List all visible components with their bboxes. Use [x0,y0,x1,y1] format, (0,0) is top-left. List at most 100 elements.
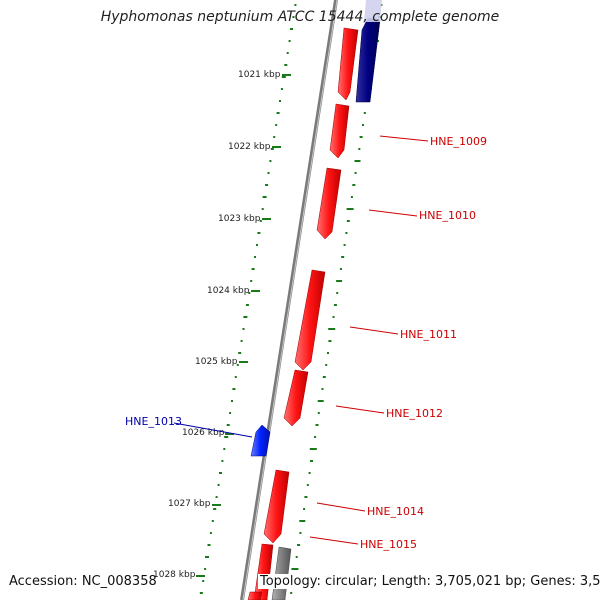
gc-tick [354,172,357,174]
gene-arrow-forward[interactable] [316,167,342,240]
gene-arrow-forward[interactable] [294,269,326,371]
ruler-tick: 1023 kbp [218,214,271,224]
gene-arrow-reverse-highlight [364,0,382,22]
gene-label[interactable]: HNE_1011 [400,328,457,341]
gene-label[interactable]: HNE_1009 [430,135,487,148]
gc-tick [288,40,291,42]
gene-arrow-highlight[interactable] [250,424,271,457]
gc-tick [199,592,203,594]
gc-content-track-inner [199,4,297,594]
gene-arrow-reverse[interactable] [355,17,381,103]
ruler-label: 1027 kbp [168,499,211,509]
map-title: Hyphomonas neptunium ATCC 15444, complet… [100,9,500,25]
gc-tick [281,76,286,78]
gene-arrow-forward[interactable] [253,543,274,601]
gc-tick [363,112,366,114]
gene-arrow-forward[interactable] [263,469,290,544]
gene-labels: HNE_1009 HNE_1010 HNE_1011 HNE_1012 HNE_… [125,135,487,551]
gc-tick [297,544,301,546]
gc-tick [336,292,339,294]
gc-tick [286,52,289,54]
gc-tick [339,268,342,270]
gc-tick [354,160,361,162]
gc-tick [308,472,311,474]
gc-tick [346,208,354,210]
ruler-tick: 1025 kbp [195,357,248,367]
gc-tick [251,268,255,270]
gc-tick [267,172,270,174]
gene-label[interactable]: HNE_1012 [386,407,443,420]
gc-tick [205,556,209,558]
genome-summary-text: Topology: circular; Length: 3,705,021 bp… [258,574,600,589]
gc-tick [257,232,261,234]
gc-tick [328,340,332,342]
gene-label[interactable]: HNE_1014 [367,505,424,518]
gc-tick [290,592,293,594]
gc-tick [204,568,207,570]
accession-text: Accession: NC_008358 [9,574,157,589]
gc-tick [291,568,299,570]
gene-label[interactable]: HNE_1010 [419,209,476,222]
gc-tick [295,556,298,558]
gc-tick [236,364,239,366]
gc-tick [226,424,230,426]
gc-tick [345,232,348,234]
gc-tick [276,112,280,114]
gc-tick [209,532,212,534]
gc-tick [221,460,224,462]
ruler-tick: 1021 kbp [238,70,291,80]
gc-tick [248,292,251,294]
gc-tick [202,580,205,582]
gc-tick [261,208,264,210]
gc-tick [242,328,245,330]
gc-tick [245,304,249,306]
gc-tick [238,352,242,354]
gc-tick [229,412,232,414]
gc-tick [265,184,269,186]
gc-tick [273,136,276,138]
gc-tick [292,16,295,18]
genome-backbone [240,0,338,601]
gc-tick [280,88,283,90]
gc-tick [250,280,253,282]
ruler-label: 1025 kbp [195,357,238,367]
gene-label[interactable]: HNE_1015 [360,538,417,551]
gc-tick [279,100,281,102]
gc-tick [327,352,329,354]
gc-tick [317,412,320,414]
gc-tick [321,388,324,390]
gc-tick [240,340,243,342]
gc-tick [211,520,214,522]
ruler-label: 1021 kbp [238,70,281,80]
gc-tick [215,496,218,498]
gene-arrow-forward[interactable] [247,591,263,601]
gene-arrow-forward[interactable] [329,103,350,159]
gc-tick [284,64,288,66]
kbp-ruler: 1021 kbp 1022 kbp 1023 kbp 1024 kbp 1025… [153,70,291,580]
gene-label-highlight[interactable]: HNE_1013 [125,415,182,428]
gene-arrow-forward[interactable] [337,27,359,101]
gc-tick [328,328,336,330]
ruler-tick: 1028 kbp [153,570,205,580]
ruler-tick: 1027 kbp [168,499,221,509]
gc-tick [207,544,211,546]
gc-tick [224,436,229,438]
gc-tick [304,496,308,498]
ruler-tick: 1026 kbp [182,428,234,438]
gc-tick [223,448,226,450]
gc-tick [259,220,262,222]
ruler-tick: 1024 kbp [207,286,260,296]
gc-tick [309,448,317,450]
gc-tick [299,532,302,534]
gc-tick [359,136,363,138]
gene-arrow-forward[interactable] [283,369,309,427]
gc-tick [343,244,346,246]
gc-tick [350,196,353,198]
gc-tick [362,124,364,126]
gc-tick [314,436,317,438]
gc-tick [299,520,306,522]
gc-tick [358,148,361,150]
gc-tick [346,220,350,222]
gc-tick [275,124,278,126]
